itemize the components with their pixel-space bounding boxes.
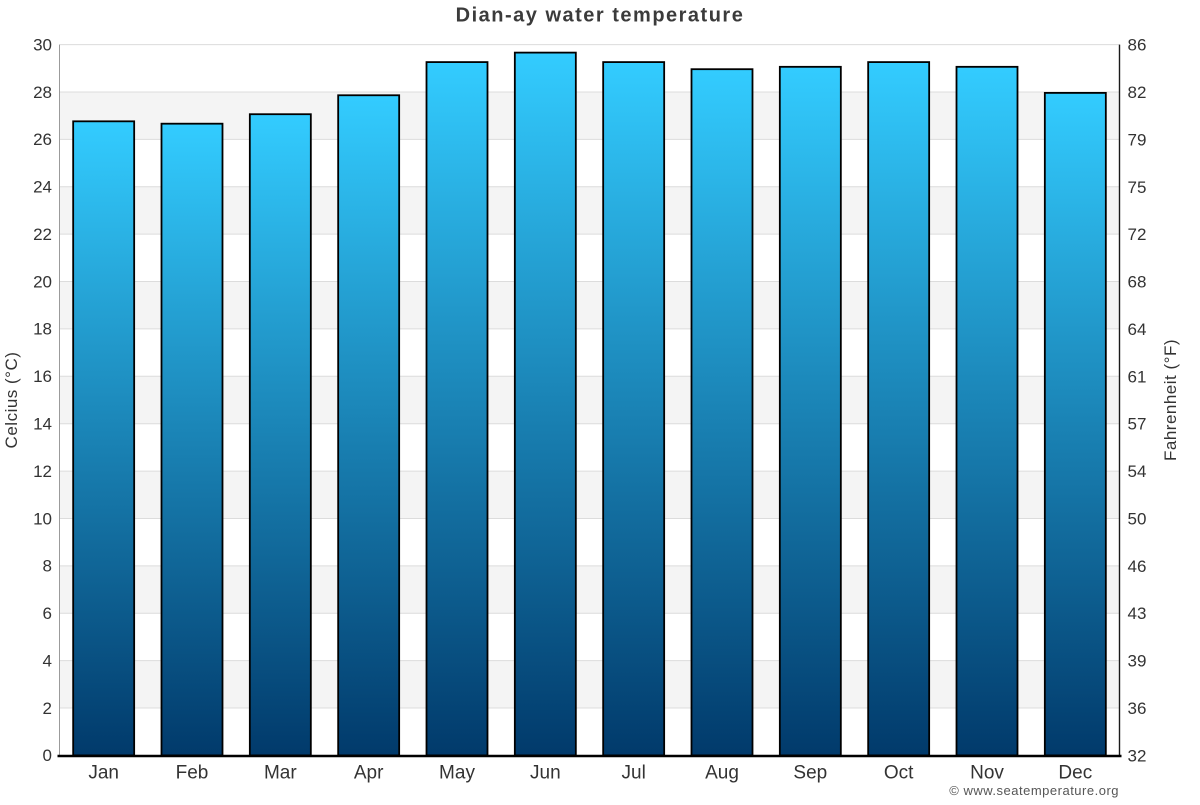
svg-text:16: 16 [33,367,52,386]
svg-text:4: 4 [43,651,52,670]
svg-text:24: 24 [33,178,52,197]
svg-text:14: 14 [33,414,52,433]
svg-text:Dec: Dec [1058,762,1092,783]
svg-text:Fahrenheit (°F): Fahrenheit (°F) [1161,339,1180,461]
svg-text:12: 12 [33,462,52,481]
svg-text:Jan: Jan [88,762,119,783]
svg-text:26: 26 [33,130,52,149]
svg-text:28: 28 [33,83,52,102]
svg-text:10: 10 [33,509,52,528]
svg-text:82: 82 [1128,83,1147,102]
svg-text:18: 18 [33,320,52,339]
svg-text:2: 2 [43,699,52,718]
svg-text:© www.seatemperature.org: © www.seatemperature.org [949,783,1119,798]
svg-text:Nov: Nov [970,762,1004,783]
svg-text:8: 8 [43,557,52,576]
svg-text:Jun: Jun [530,762,561,783]
svg-text:6: 6 [43,604,52,623]
svg-text:75: 75 [1128,178,1147,197]
svg-text:43: 43 [1128,604,1147,623]
svg-text:79: 79 [1128,130,1147,149]
svg-text:Sep: Sep [793,762,827,783]
svg-text:46: 46 [1128,557,1147,576]
svg-text:Apr: Apr [354,762,384,783]
svg-text:61: 61 [1128,367,1147,386]
svg-text:Jul: Jul [622,762,646,783]
svg-text:Mar: Mar [264,762,297,783]
svg-text:Celcius (°C): Celcius (°C) [2,352,21,449]
svg-text:86: 86 [1128,36,1147,55]
svg-text:36: 36 [1128,699,1147,718]
svg-text:20: 20 [33,272,52,291]
svg-text:72: 72 [1128,225,1147,244]
svg-text:22: 22 [33,225,52,244]
svg-text:39: 39 [1128,652,1147,671]
svg-text:32: 32 [1128,746,1147,765]
svg-text:Dian-ay water temperature: Dian-ay water temperature [456,5,745,27]
svg-text:30: 30 [33,35,52,54]
svg-text:68: 68 [1128,273,1147,292]
svg-text:50: 50 [1128,509,1147,528]
svg-text:64: 64 [1128,320,1147,339]
svg-text:0: 0 [43,746,52,765]
svg-text:Feb: Feb [176,762,209,783]
svg-text:Oct: Oct [884,762,914,783]
svg-text:May: May [439,762,475,783]
svg-text:54: 54 [1128,462,1147,481]
svg-text:Aug: Aug [705,762,739,783]
svg-text:57: 57 [1128,415,1147,434]
